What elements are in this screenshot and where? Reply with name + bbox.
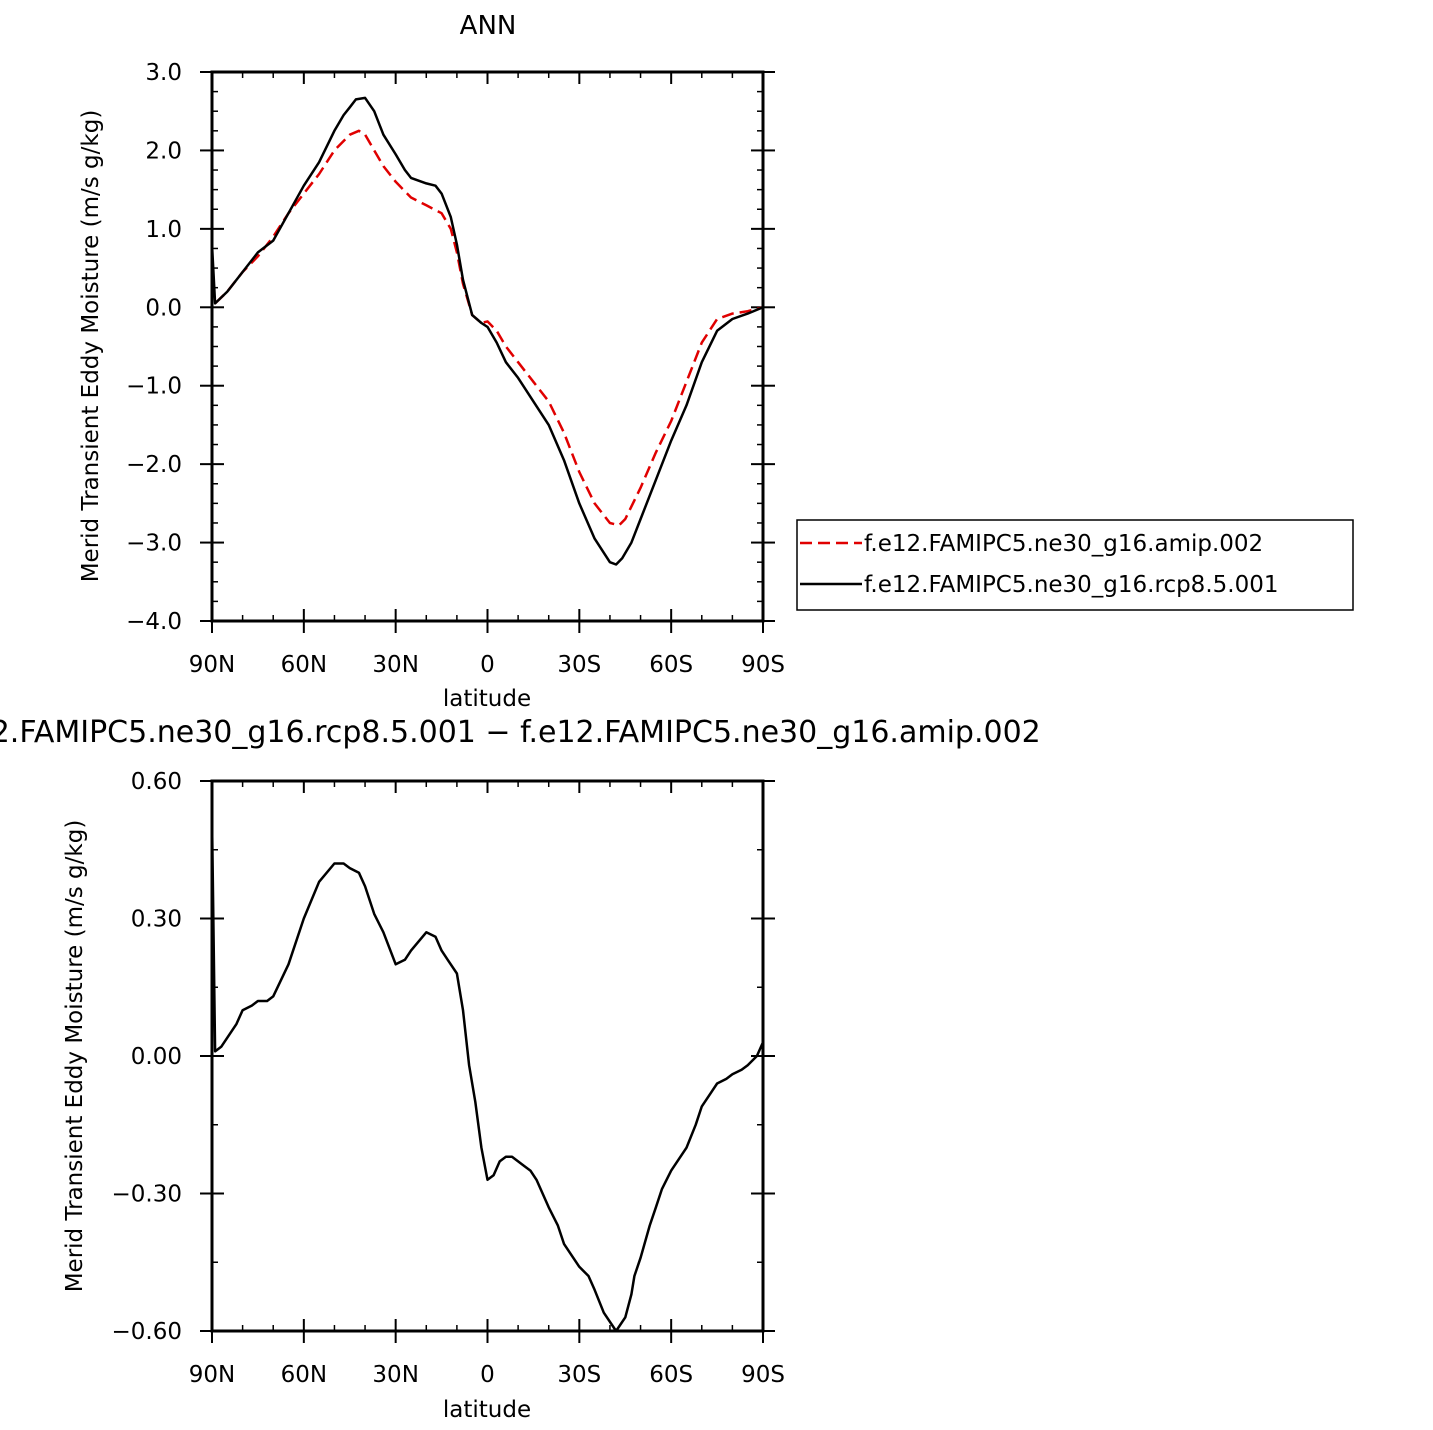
chart-bottom: f.e12.FAMIPC5.ne30_g16.rcp8.5.001 − f.e1… <box>0 715 1041 1423</box>
y-tick-label: 0.0 <box>145 295 182 321</box>
x-tick-label: 0 <box>480 652 495 678</box>
x-tick-label: 30N <box>372 652 418 678</box>
series-line-0 <box>210 817 765 1333</box>
x-tick-label: 90N <box>189 1362 235 1388</box>
y-tick-label: 0.60 <box>131 769 182 795</box>
chart-top: ANN Merid Transient Eddy Moisture (m/s g… <box>78 11 1354 712</box>
x-tick-label: 0 <box>480 1362 495 1388</box>
y-tick-label: 1.0 <box>145 217 182 243</box>
x-tick-label: 30N <box>372 1362 418 1388</box>
x-tick-label: 90N <box>189 652 235 678</box>
x-tick-label: 60N <box>281 1362 327 1388</box>
x-tick-label: 90S <box>741 652 785 678</box>
x-tick-label: 90S <box>741 1362 785 1388</box>
chart-top-title: ANN <box>460 11 517 41</box>
x-tick-label: 60N <box>281 652 327 678</box>
y-tick-label: −4.0 <box>126 609 182 635</box>
chart-bottom-ylabel: Merid Transient Eddy Moisture (m/s g/kg) <box>62 820 88 1293</box>
x-tick-label: 60S <box>649 652 693 678</box>
chart-bottom-xlabel: latitude <box>443 1397 531 1423</box>
chart-top-legend: f.e12.FAMIPC5.ne30_g16.amip.002 f.e12.FA… <box>796 519 1354 611</box>
y-tick-label: 0.30 <box>131 907 182 933</box>
chart-top-ylabel: Merid Transient Eddy Moisture (m/s g/kg) <box>78 110 104 583</box>
chart-top-frame <box>210 70 765 623</box>
y-tick-label: −0.30 <box>112 1182 182 1208</box>
chart-bottom-title: f.e12.FAMIPC5.ne30_g16.rcp8.5.001 − f.e1… <box>0 715 1041 750</box>
y-tick-label: −3.0 <box>126 531 182 557</box>
y-tick-label: −0.60 <box>112 1319 182 1345</box>
chart-top-plot: 90N 60N 30N 0 30S 60S 90S 3.0 2.0 1.0 0.0 −1.0 −2.0 −… <box>126 60 785 678</box>
legend-label-0: f.e12.FAMIPC5.ne30_g16.amip.002 <box>864 531 1263 557</box>
y-tick-label: 2.0 <box>145 138 182 164</box>
y-tick-label: 0.00 <box>131 1044 182 1070</box>
chart-bottom-plot: 90N 60N 30N 0 30S 60S 90S 0.60 0.30 0.00 −0.30 −0.6… <box>112 769 785 1388</box>
y-tick-label: −1.0 <box>126 374 182 400</box>
x-tick-label: 30S <box>557 1362 601 1388</box>
legend-label-1: f.e12.FAMIPC5.ne30_g16.rcp8.5.001 <box>864 572 1278 598</box>
x-tick-label: 30S <box>557 652 601 678</box>
chart-top-xlabel: latitude <box>443 686 531 712</box>
y-tick-label: 3.0 <box>145 60 182 86</box>
y-tick-label: −2.0 <box>126 452 182 478</box>
series-line-1 <box>210 96 764 566</box>
chart-bottom-frame <box>210 779 765 1333</box>
x-tick-label: 60S <box>649 1362 693 1388</box>
legend-box <box>796 519 1354 611</box>
